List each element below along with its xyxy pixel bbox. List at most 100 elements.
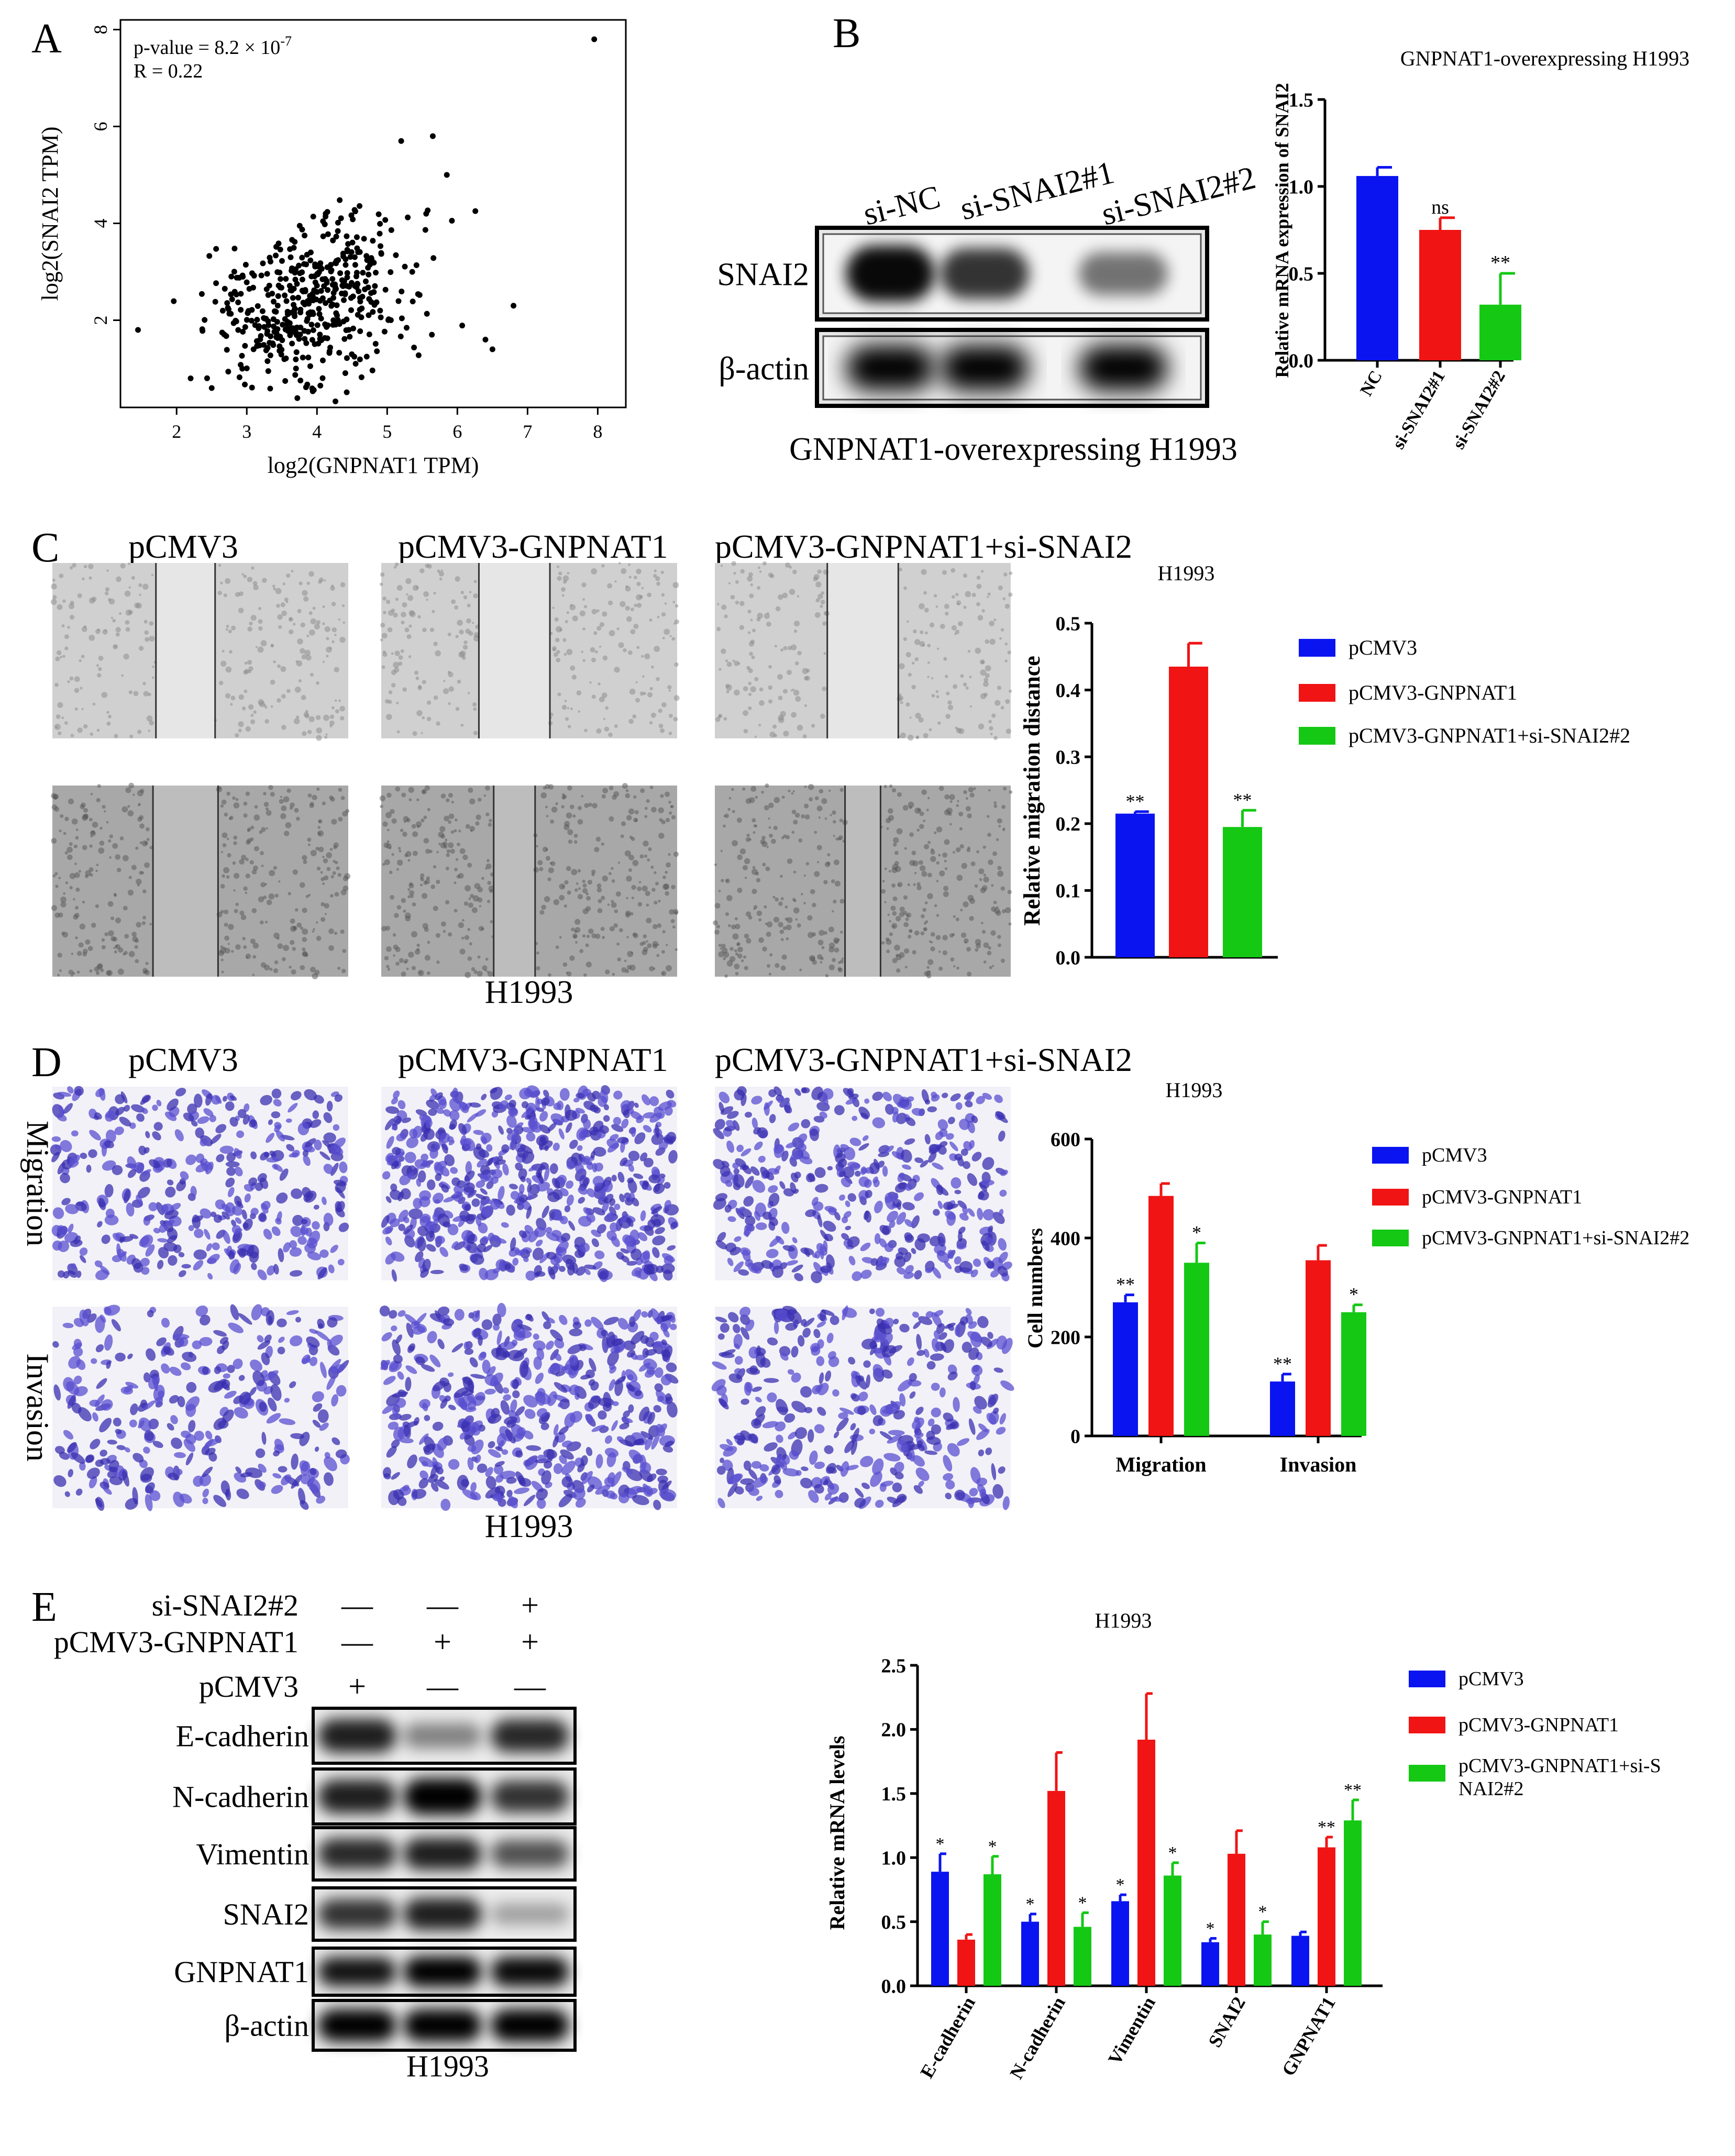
scatter-point xyxy=(235,300,241,305)
cell-speck xyxy=(758,937,764,943)
scatter-point xyxy=(300,277,305,282)
cell-speck xyxy=(748,682,752,685)
cell-speck xyxy=(222,800,227,805)
cell-speck xyxy=(280,666,286,672)
cell-speck xyxy=(59,830,61,832)
cell-speck xyxy=(588,880,592,884)
cell-speck xyxy=(562,594,565,597)
cell-speck xyxy=(997,870,1003,877)
cell-speck xyxy=(975,648,981,654)
cell-speck xyxy=(795,696,801,702)
cell-speck xyxy=(956,967,959,970)
scatter-point xyxy=(319,277,325,282)
cell-speck xyxy=(241,914,247,920)
cell-speck xyxy=(265,921,268,923)
cell-speck xyxy=(115,854,120,860)
cell-speck xyxy=(647,943,651,948)
cell-speck xyxy=(293,926,296,929)
cell-speck xyxy=(51,905,57,911)
cell-speck xyxy=(416,710,423,716)
cell-speck xyxy=(976,943,981,948)
cell-speck xyxy=(781,966,786,971)
cell-speck xyxy=(132,794,135,796)
cell-speck xyxy=(548,784,554,789)
scatter-point xyxy=(357,203,362,209)
cell-speck xyxy=(146,827,150,832)
scatter-point xyxy=(296,263,302,269)
cell-speck xyxy=(582,883,587,888)
scatter-point xyxy=(415,291,421,297)
cell-speck xyxy=(747,610,751,613)
cell-speck xyxy=(250,714,253,717)
cell-speck xyxy=(923,927,927,931)
cell-speck xyxy=(625,606,630,611)
cell-speck xyxy=(104,932,108,936)
cell-speck xyxy=(832,910,834,912)
cell-speck xyxy=(642,675,645,678)
cell-speck xyxy=(658,709,662,713)
scatter-point xyxy=(301,261,307,267)
cell-speck xyxy=(922,908,926,912)
cell-speck xyxy=(420,883,423,886)
cell-speck xyxy=(946,692,949,695)
cell-speck xyxy=(642,949,647,955)
cell-speck xyxy=(782,593,788,599)
cell-speck xyxy=(660,794,664,798)
cell-speck xyxy=(313,607,316,610)
scatter-point xyxy=(303,340,309,346)
cell-speck xyxy=(764,613,770,619)
cell-speck xyxy=(138,583,142,587)
cell-speck xyxy=(921,914,925,919)
cell-speck xyxy=(335,892,339,897)
cell-speck xyxy=(536,845,538,847)
cell-speck xyxy=(61,624,64,627)
cell-speck xyxy=(757,613,763,618)
scatter-point xyxy=(511,303,516,308)
scatter-point xyxy=(325,287,330,293)
cell-speck xyxy=(331,706,335,710)
cell-speck xyxy=(97,784,101,788)
cell-speck xyxy=(624,960,627,963)
scatter-point xyxy=(264,271,270,277)
scatter-point xyxy=(359,305,364,311)
significance-mark: ** xyxy=(1233,789,1252,810)
cell-speck xyxy=(949,794,955,800)
cell-speck xyxy=(401,649,404,653)
cell-speck xyxy=(121,675,124,677)
cell-speck xyxy=(423,815,427,819)
cell-speck xyxy=(750,583,753,586)
cell-speck xyxy=(655,882,659,886)
cell-speck xyxy=(308,716,314,722)
cell-speck xyxy=(580,611,585,616)
cell-speck xyxy=(591,568,597,574)
cell-speck xyxy=(271,705,273,708)
cell-speck xyxy=(401,971,406,977)
x-tick-label: 8 xyxy=(593,421,602,442)
legend-swatch xyxy=(1299,684,1335,702)
cell-speck xyxy=(539,867,543,871)
blot-band xyxy=(1079,252,1168,295)
cell-speck xyxy=(51,599,57,605)
cell-speck xyxy=(424,838,429,844)
cell-speck xyxy=(987,596,989,598)
scatter-point xyxy=(295,295,301,301)
cell-speck xyxy=(609,786,614,790)
cell-speck xyxy=(822,622,826,626)
cell-speck xyxy=(931,932,935,937)
cell-speck xyxy=(620,601,626,607)
cell-speck xyxy=(721,648,726,654)
cell-speck xyxy=(792,570,797,574)
cell-speck xyxy=(247,626,252,632)
scatter-point xyxy=(344,390,350,395)
cell-speck xyxy=(1009,790,1013,794)
cell-speck xyxy=(721,565,723,567)
cell-speck xyxy=(822,687,826,691)
cell-speck xyxy=(761,841,767,847)
cell-speck xyxy=(914,808,921,814)
cell-speck xyxy=(783,646,787,650)
cell-speck xyxy=(64,721,68,725)
cell-speck xyxy=(619,928,623,932)
cell-speck xyxy=(983,678,988,682)
cell-speck xyxy=(380,623,385,627)
cell-speck xyxy=(55,657,60,661)
